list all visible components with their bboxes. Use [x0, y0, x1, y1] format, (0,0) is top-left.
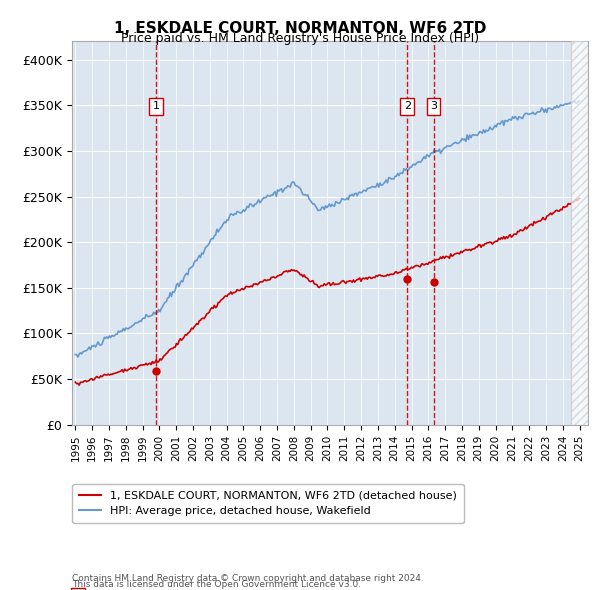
- Text: Contains HM Land Registry data © Crown copyright and database right 2024.: Contains HM Land Registry data © Crown c…: [72, 574, 424, 583]
- Legend: 1, ESKDALE COURT, NORMANTON, WF6 2TD (detached house), HPI: Average price, detac: 1, ESKDALE COURT, NORMANTON, WF6 2TD (de…: [73, 484, 464, 523]
- Text: 1: 1: [152, 101, 160, 112]
- Text: Price paid vs. HM Land Registry's House Price Index (HPI): Price paid vs. HM Land Registry's House …: [121, 32, 479, 45]
- Text: 1, ESKDALE COURT, NORMANTON, WF6 2TD: 1, ESKDALE COURT, NORMANTON, WF6 2TD: [114, 21, 486, 35]
- Bar: [571, 41, 588, 425]
- Text: This data is licensed under the Open Government Licence v3.0.: This data is licensed under the Open Gov…: [72, 581, 361, 589]
- Text: 3: 3: [430, 101, 437, 112]
- Bar: [571, 41, 588, 425]
- Text: 2: 2: [404, 101, 411, 112]
